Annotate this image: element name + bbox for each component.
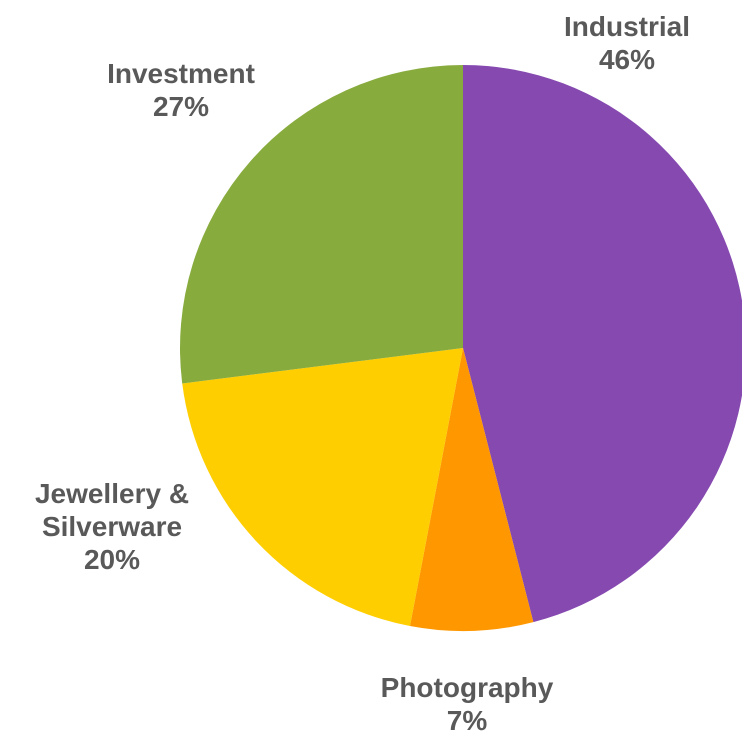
slice-label-line: Industrial: [564, 11, 690, 42]
slice-label-line: Silverware: [42, 511, 182, 542]
slice-label-line: Jewellery &: [35, 478, 189, 509]
slice-label-line: 7%: [447, 705, 488, 736]
pie-slice-investment: [180, 65, 463, 383]
slice-label-line: Photography: [381, 672, 554, 703]
slice-label-jewellery-silverware: Jewellery & Silverware 20%: [35, 478, 189, 575]
slice-label-line: 27%: [153, 91, 209, 122]
slice-label-line: Investment: [107, 58, 255, 89]
pie-slices: [180, 65, 742, 631]
slice-label-industrial: Industrial 46%: [564, 11, 690, 75]
slice-label-investment: Investment 27%: [107, 58, 255, 122]
slice-label-line: 20%: [84, 544, 140, 575]
slice-label-line: 46%: [599, 44, 655, 75]
slice-label-photography: Photography 7%: [381, 672, 554, 736]
